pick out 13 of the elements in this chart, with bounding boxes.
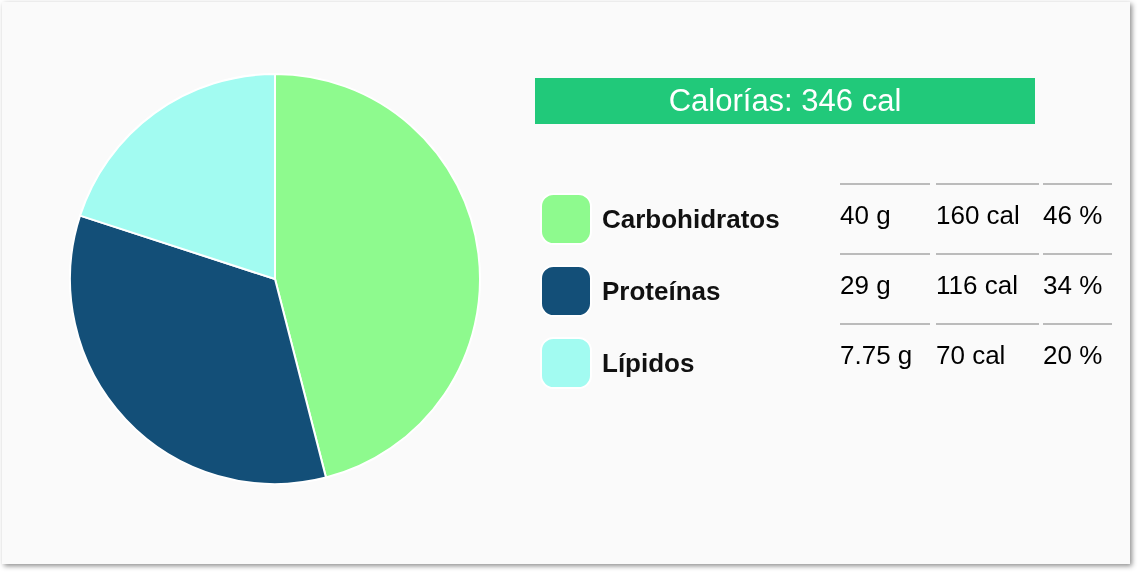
legend-label: Proteínas [602,276,721,306]
text: 160 cal [936,200,1020,231]
data-label: 20 % [1043,340,1103,371]
text: 116 cal [936,270,1018,301]
legend-label: Carbohidratos [602,204,780,234]
text: 70 cal [936,340,1006,371]
text: 7.75 g [840,340,913,371]
legend-label: Lípidos [602,348,695,378]
chart-title: Calorías: 346 cal [535,78,1035,124]
data-label: 46 % [1043,200,1103,231]
data-label: 34 % [1043,270,1103,301]
text: 40 g [840,200,891,231]
text: 29 g [840,270,891,301]
